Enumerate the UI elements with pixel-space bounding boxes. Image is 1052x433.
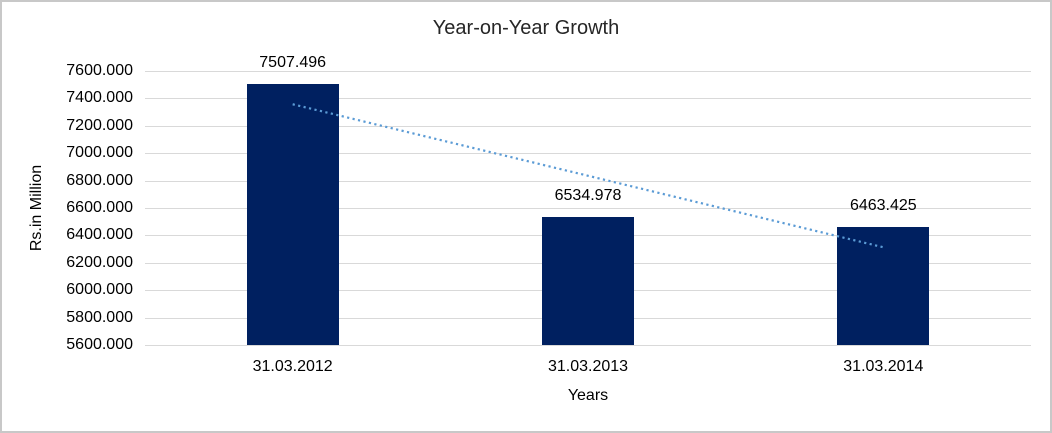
gridline bbox=[145, 345, 1031, 346]
chart-title: Year-on-Year Growth bbox=[432, 17, 620, 39]
bar-data-label: 6534.978 bbox=[554, 186, 622, 204]
gridline bbox=[145, 71, 1031, 72]
y-tick-label: 6200.000 bbox=[66, 253, 133, 271]
y-tick-label: 6800.000 bbox=[66, 171, 133, 189]
y-tick-label: 6600.000 bbox=[66, 199, 133, 216]
bar bbox=[837, 226, 930, 345]
y-tick-label: 5600.000 bbox=[66, 336, 133, 353]
x-axis-tick-labels: 31.03.2012 31.03.2013 31.03.2014 bbox=[145, 358, 1031, 378]
plot-area: 7507.496 6534.978 6463.425 bbox=[145, 54, 1031, 346]
x-axis-title: Years bbox=[567, 387, 609, 404]
y-tick-label: 7000.000 bbox=[66, 144, 133, 162]
gridline bbox=[145, 98, 1031, 100]
bar bbox=[542, 216, 634, 345]
bar bbox=[246, 83, 339, 345]
y-tick-label: 7600.000 bbox=[66, 62, 133, 79]
y-tick-label: 7200.000 bbox=[66, 116, 133, 134]
x-tick-label: 31.03.2013 bbox=[547, 358, 629, 375]
bar-data-label: 6463.425 bbox=[849, 196, 917, 214]
y-axis-tick-labels: 7600.000 7400.000 7200.000 7000.000 6800.000… bbox=[2, 62, 133, 353]
x-tick-label: 31.03.2014 bbox=[843, 358, 924, 375]
y-tick-label: 5800.000 bbox=[66, 308, 133, 326]
y-tick-label: 7400.000 bbox=[66, 89, 133, 107]
y-tick-label: 6000.000 bbox=[66, 281, 133, 299]
x-tick-label: 31.03.2012 bbox=[252, 358, 333, 375]
bar-data-label: 7507.496 bbox=[259, 53, 327, 71]
y-tick-label: 6400.000 bbox=[66, 226, 133, 244]
